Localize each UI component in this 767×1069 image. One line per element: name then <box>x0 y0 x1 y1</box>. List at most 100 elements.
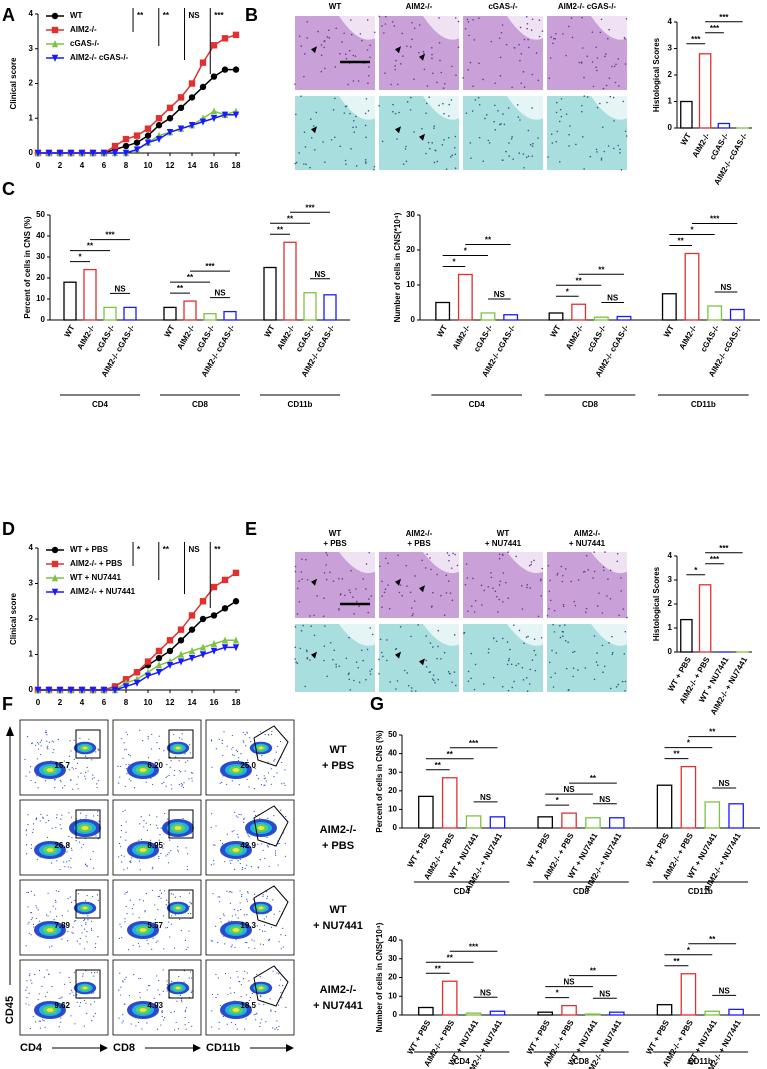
cell-nucleus <box>335 665 338 668</box>
bar <box>707 305 723 321</box>
cell-nucleus <box>565 113 568 115</box>
point <box>144 125 152 132</box>
event-dot <box>83 999 86 1002</box>
cell-nucleus <box>527 155 530 157</box>
cell-nucleus <box>533 638 536 640</box>
cell-nucleus <box>302 624 304 627</box>
cell-nucleus <box>454 167 457 169</box>
event-dot <box>189 744 191 746</box>
event-dot <box>264 784 266 786</box>
cell-nucleus <box>620 169 623 171</box>
event-dot <box>231 754 234 756</box>
cell-nucleus <box>483 589 485 592</box>
cell-nucleus <box>513 624 515 626</box>
cell-nucleus <box>481 604 483 606</box>
cell-nucleus <box>392 103 394 106</box>
event-dot <box>97 936 99 938</box>
gate <box>75 969 101 999</box>
cell-nucleus <box>364 158 367 161</box>
x-tick-label: WT <box>679 131 693 146</box>
event-dot <box>270 733 273 736</box>
cell-nucleus <box>451 681 453 683</box>
x-tick-label: AIM2-/- <box>677 323 698 351</box>
cell-nucleus <box>338 665 341 667</box>
cell-nucleus <box>548 607 550 610</box>
event-dot <box>79 737 81 739</box>
gate <box>253 965 289 1007</box>
cell-nucleus <box>593 570 596 573</box>
cell-nucleus <box>503 123 506 126</box>
event-dot <box>238 980 240 983</box>
cell-nucleus <box>599 31 602 34</box>
cell-nucleus <box>598 592 600 594</box>
cell-nucleus <box>513 46 516 49</box>
event-dot <box>120 926 122 928</box>
cell-nucleus <box>518 43 520 46</box>
cell-nucleus <box>387 584 389 586</box>
cell-nucleus <box>362 578 365 580</box>
x-tick-label: 4 <box>80 698 85 707</box>
point <box>89 686 97 694</box>
cell-nucleus <box>352 80 355 82</box>
cell-nucleus <box>453 634 456 636</box>
population <box>257 826 265 830</box>
cell-nucleus <box>305 649 308 652</box>
bar <box>608 817 625 829</box>
cell-nucleus <box>338 609 340 611</box>
event-dot <box>150 748 153 750</box>
event-dot <box>142 900 145 902</box>
event-dot <box>97 780 99 782</box>
event-dot <box>126 773 128 775</box>
event-dot <box>162 847 164 849</box>
cell-nucleus <box>412 613 414 615</box>
y-tick-label: 0 <box>411 315 416 324</box>
event-dot <box>146 1022 148 1024</box>
event-dot <box>39 1020 42 1022</box>
event-dot <box>238 784 240 786</box>
event-dot <box>241 894 243 896</box>
event-dot <box>97 811 99 813</box>
point <box>232 569 240 577</box>
event-dot <box>77 788 79 790</box>
cell-nucleus <box>303 163 305 165</box>
cell-nucleus <box>398 111 400 114</box>
event-dot <box>121 861 123 863</box>
event-dot <box>93 992 95 994</box>
event-dot <box>240 984 243 986</box>
cell-nucleus <box>453 671 456 673</box>
cell-nucleus <box>555 652 558 654</box>
y-tick-label: 0 <box>668 647 673 656</box>
event-dot <box>87 915 89 917</box>
cell-nucleus <box>584 667 587 669</box>
event-dot <box>191 990 193 992</box>
cell-nucleus <box>478 62 480 65</box>
cell-nucleus <box>339 52 341 55</box>
cell-nucleus <box>353 613 355 615</box>
event-dot <box>163 1019 165 1021</box>
event-dot <box>85 778 87 780</box>
event-dot <box>122 1014 124 1016</box>
event-dot <box>124 918 126 920</box>
cell-nucleus <box>409 109 412 111</box>
event-dot <box>83 920 85 922</box>
cell-nucleus <box>611 653 614 656</box>
column-header: WT <box>497 529 510 538</box>
event-dot <box>183 970 185 972</box>
event-dot <box>60 818 62 820</box>
event-dot <box>156 1028 159 1030</box>
cell-nucleus <box>295 161 298 164</box>
event-dot <box>217 993 219 996</box>
event-dot <box>160 827 162 829</box>
event-dot <box>253 1014 255 1016</box>
point <box>45 149 53 157</box>
event-dot <box>55 890 57 892</box>
event-dot <box>192 772 194 774</box>
event-dot <box>95 835 97 837</box>
x-tick-label: 6 <box>102 698 107 707</box>
cell-nucleus <box>482 683 485 685</box>
event-dot <box>182 817 184 820</box>
arrowhead <box>311 578 317 586</box>
cell-nucleus <box>596 664 599 667</box>
event-dot <box>138 860 141 862</box>
tissue-edge <box>507 96 543 120</box>
